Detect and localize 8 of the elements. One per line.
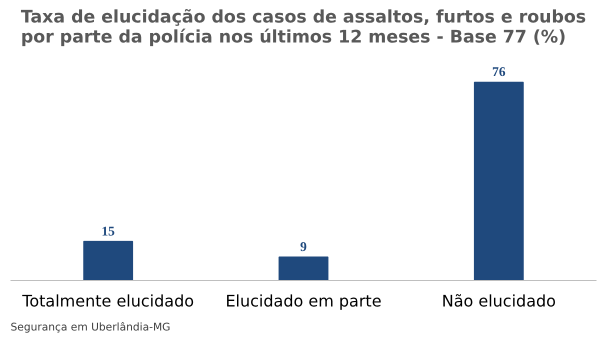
- x-tick-label: Não elucidado: [442, 292, 556, 310]
- data-label: 15: [102, 223, 116, 238]
- x-tick-label: Elucidado em parte: [225, 292, 382, 310]
- x-tick-label: Totalmente elucidado: [21, 292, 194, 310]
- data-label: 76: [492, 64, 506, 80]
- text: Segurança em Uberlândia-MG: [10, 320, 170, 334]
- data-label: 9: [300, 239, 308, 254]
- chart-title: Taxa de elucidação dos casos de assaltos, furtos e roubos por parte da polícia nos últimos 12 meses - Base 77 (%): [20, 8, 586, 48]
